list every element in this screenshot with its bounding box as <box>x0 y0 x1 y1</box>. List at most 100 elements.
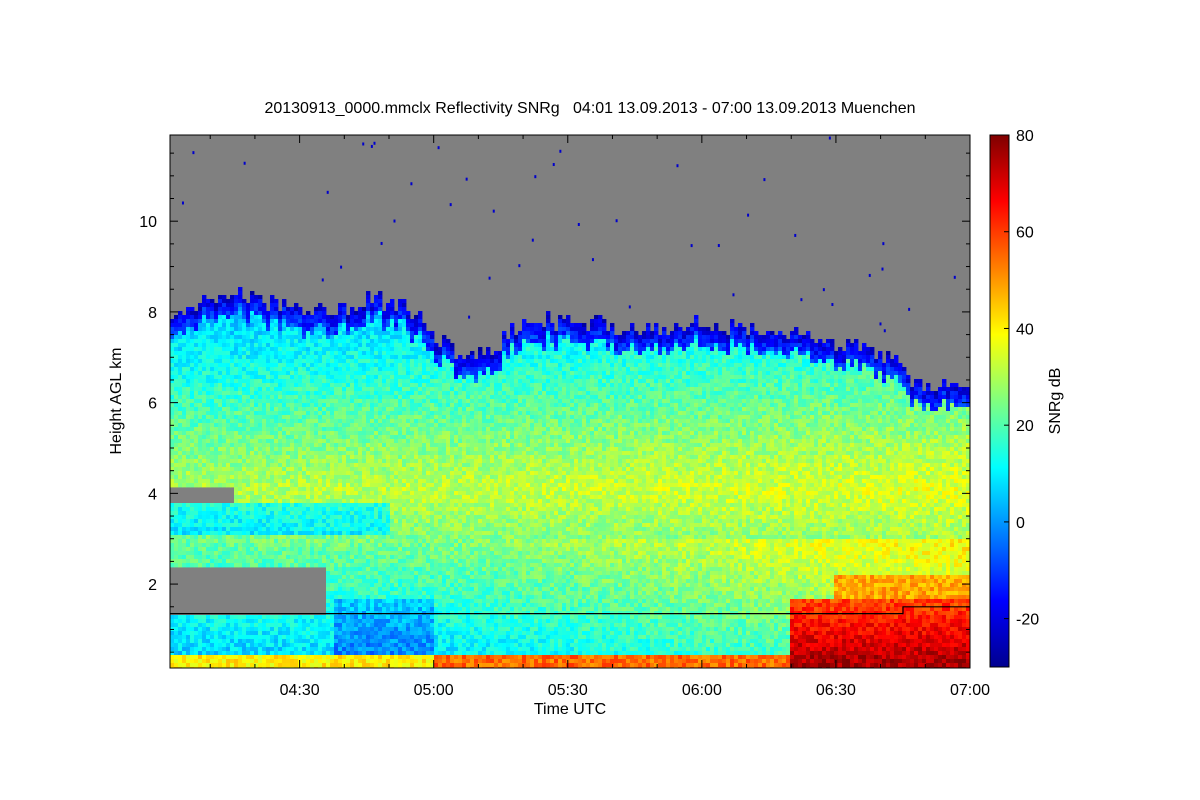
field-cell <box>330 567 335 572</box>
field-cell <box>382 355 387 360</box>
field-cell <box>322 347 327 352</box>
field-cell <box>330 639 335 644</box>
field-cell <box>270 491 275 496</box>
field-cell <box>338 483 343 488</box>
field-cell <box>342 539 347 544</box>
field-cell <box>330 663 335 668</box>
field-cell <box>226 563 231 568</box>
field-cell <box>266 415 271 420</box>
field-cell <box>206 531 211 536</box>
field-cell <box>174 463 179 468</box>
field-cell <box>374 323 379 328</box>
field-cell <box>214 651 219 656</box>
field-cell <box>394 635 399 640</box>
field-cell <box>382 371 387 376</box>
field-cell <box>262 335 267 340</box>
field-cell <box>334 603 339 608</box>
field-cell <box>234 447 239 452</box>
field-cell <box>250 367 255 372</box>
field-cell <box>258 647 263 652</box>
field-cell <box>346 439 351 444</box>
field-cell <box>338 487 343 492</box>
field-cell <box>362 655 367 660</box>
field-cell <box>262 623 267 628</box>
field-cell <box>286 383 291 388</box>
field-cell <box>238 399 243 404</box>
field-cell <box>410 351 415 356</box>
field-cell <box>170 483 175 488</box>
field-cell <box>342 551 347 556</box>
field-cell <box>350 335 355 340</box>
field-cell <box>286 467 291 472</box>
field-cell <box>366 335 371 340</box>
field-cell <box>210 551 215 556</box>
field-cell <box>298 439 303 444</box>
field-cell <box>318 531 323 536</box>
field-cell <box>206 339 211 344</box>
field-cell <box>306 431 311 436</box>
field-cell <box>214 663 219 668</box>
field-cell <box>342 459 347 464</box>
field-cell <box>362 371 367 376</box>
field-cell <box>386 339 391 344</box>
field-cell <box>210 355 215 360</box>
field-cell <box>354 583 359 588</box>
field-cell <box>242 627 247 632</box>
field-cell <box>314 487 319 492</box>
field-cell <box>350 455 355 460</box>
field-cell <box>386 603 391 608</box>
field-cell <box>402 603 407 608</box>
field-cell <box>174 503 179 508</box>
field-cell <box>278 643 283 648</box>
field-cell <box>174 439 179 444</box>
field-cell <box>390 359 395 364</box>
field-cell <box>174 399 179 404</box>
field-cell <box>394 379 399 384</box>
field-cell <box>394 319 399 324</box>
field-cell <box>286 555 291 560</box>
field-cell <box>270 431 275 436</box>
field-cell <box>302 351 307 356</box>
field-cell <box>278 347 283 352</box>
field-cell <box>294 439 299 444</box>
field-cell <box>318 663 323 668</box>
field-cell <box>170 335 175 340</box>
field-cell <box>338 415 343 420</box>
field-cell <box>314 315 319 320</box>
field-cell <box>346 543 351 548</box>
field-cell <box>406 651 411 656</box>
field-cell <box>298 615 303 620</box>
field-cell <box>322 519 327 524</box>
field-cell <box>318 303 323 308</box>
field-cell <box>402 443 407 448</box>
field-cell <box>310 395 315 400</box>
field-cell <box>274 367 279 372</box>
field-cell <box>186 307 191 312</box>
field-cell <box>354 571 359 576</box>
field-cell <box>346 427 351 432</box>
field-cell <box>194 431 199 436</box>
field-cell <box>322 559 327 564</box>
field-cell <box>322 475 327 480</box>
field-cell <box>270 423 275 428</box>
field-cell <box>286 515 291 520</box>
field-cell <box>286 395 291 400</box>
field-cell <box>206 503 211 508</box>
field-cell <box>246 431 251 436</box>
field-cell <box>194 451 199 456</box>
field-cell <box>250 315 255 320</box>
field-cell <box>370 463 375 468</box>
field-cell <box>326 579 331 584</box>
field-cell <box>390 523 395 528</box>
field-cell <box>358 375 363 380</box>
field-cell <box>278 527 283 532</box>
field-cell <box>262 355 267 360</box>
field-cell <box>234 395 239 400</box>
field-cell <box>310 419 315 424</box>
field-cell <box>366 579 371 584</box>
field-cell <box>246 475 251 480</box>
field-cell <box>354 467 359 472</box>
field-cell <box>350 595 355 600</box>
field-cell <box>370 367 375 372</box>
field-cell <box>366 355 371 360</box>
